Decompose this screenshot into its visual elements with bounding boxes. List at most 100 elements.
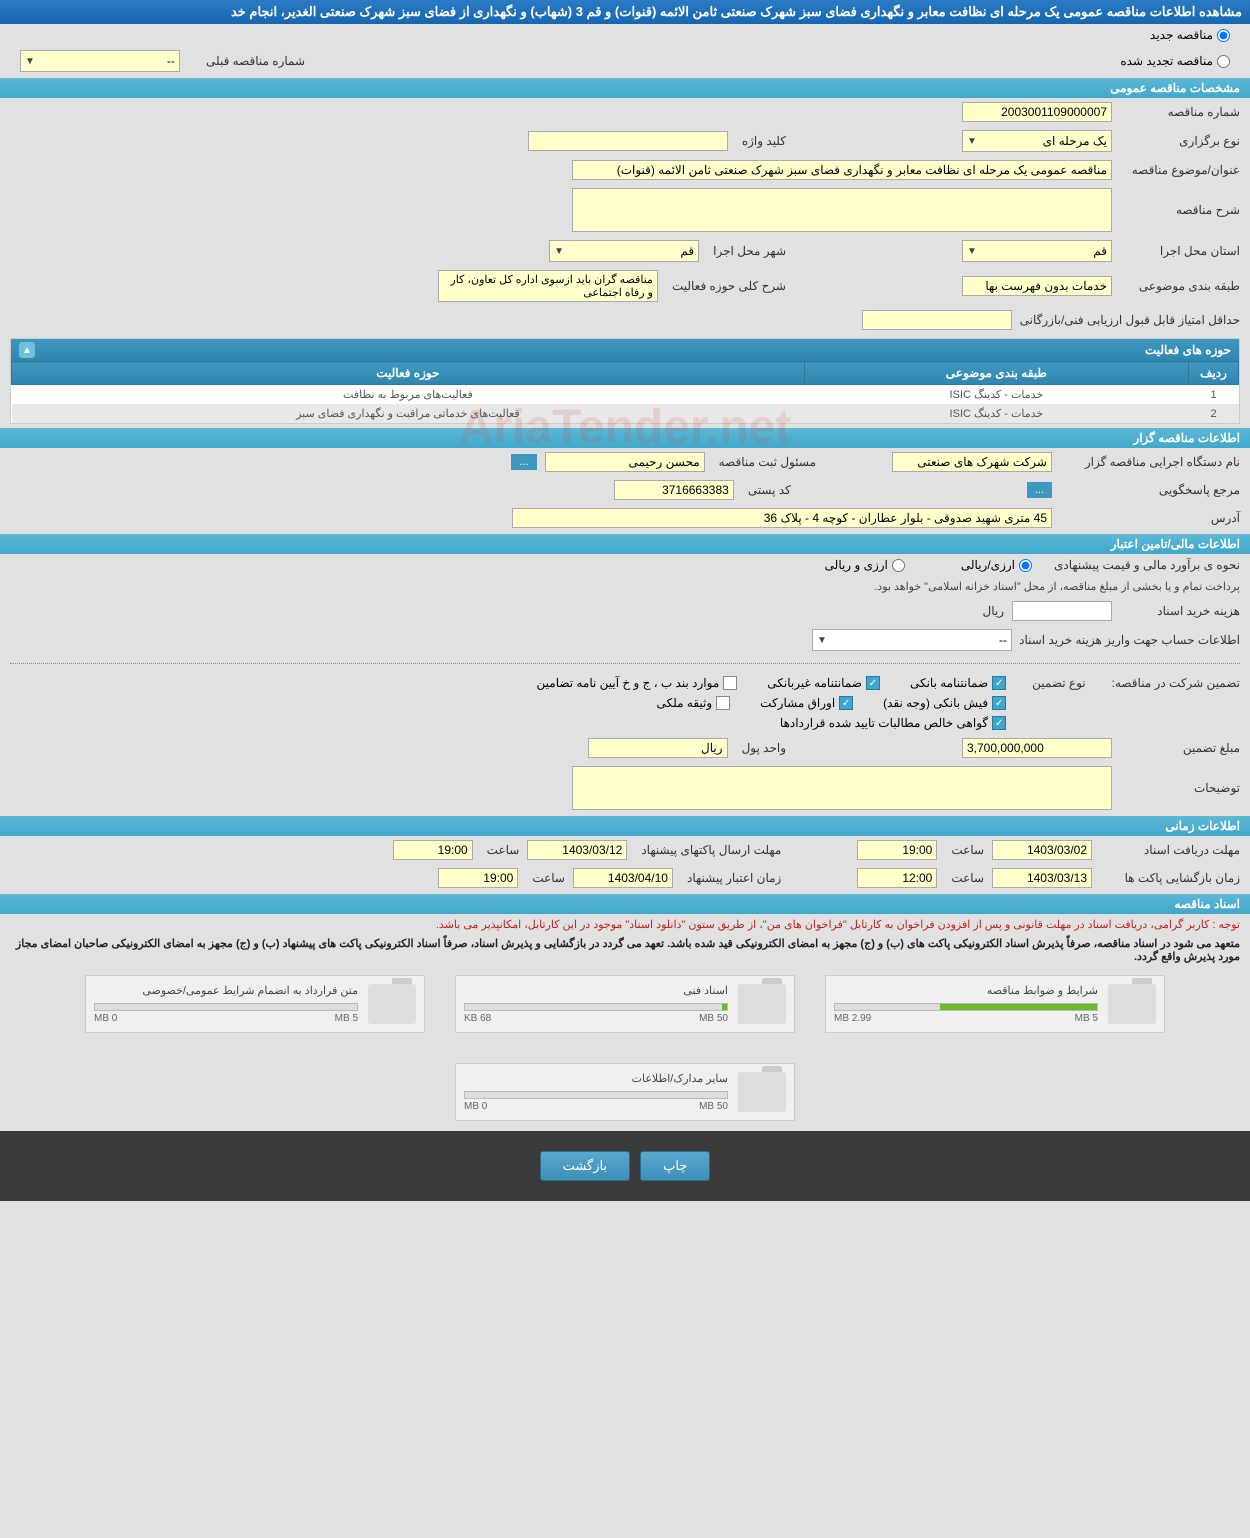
prev-tender-select[interactable]: -- ▼ xyxy=(20,50,180,72)
radio-new-tender[interactable]: مناقصه جدید xyxy=(1150,28,1230,42)
cb-bank-guarantee[interactable]: ✓ضمانتنامه بانکی xyxy=(910,676,1006,690)
file-used: 2.99 MB xyxy=(834,1013,871,1024)
type-select[interactable]: یک مرحله ای ▼ xyxy=(962,130,1112,152)
currency-unit-field: ریال xyxy=(588,738,728,758)
file-box[interactable]: سایر مدارک/اطلاعات 50 MB0 MB xyxy=(455,1063,795,1121)
cb-label: فیش بانکی (وجه نقد) xyxy=(883,696,988,710)
city-select[interactable]: قم ▼ xyxy=(549,240,699,262)
contact-lookup-button[interactable]: ... xyxy=(1027,482,1052,498)
folder-icon xyxy=(738,984,786,1024)
city-value: قم xyxy=(680,244,694,258)
file-grid: شرایط و ضوابط مناقصه 5 MB 2.99 MB اسناد ف… xyxy=(0,965,1250,1131)
back-button[interactable]: بازگشت xyxy=(540,1151,630,1181)
checkbox-icon xyxy=(723,676,737,690)
folder-icon xyxy=(368,984,416,1024)
postcode-field: 3716663383 xyxy=(614,480,734,500)
time-label: ساعت xyxy=(481,843,520,857)
print-button[interactable]: چاپ xyxy=(640,1151,710,1181)
province-value: قم xyxy=(1093,244,1107,258)
open-date[interactable]: 1403/03/13 xyxy=(992,868,1092,888)
radio-renew-input[interactable] xyxy=(1217,55,1230,68)
table-row: 2 خدمات - کدینگ ISIC فعالیت‌های خدماتی م… xyxy=(12,404,1239,423)
file-title: اسناد فنی xyxy=(464,984,728,997)
open-time[interactable]: 12:00 xyxy=(857,868,937,888)
province-select[interactable]: قم ▼ xyxy=(962,240,1112,262)
radio-new-input[interactable] xyxy=(1217,29,1230,42)
cb-nonbank-guarantee[interactable]: ✓ ضمانتنامه غیربانکی xyxy=(767,676,880,690)
cb-bonds[interactable]: ✓ اوراق مشارکت xyxy=(760,696,853,710)
check-icon: ✓ xyxy=(839,696,853,710)
collapse-icon[interactable]: ▲ xyxy=(19,342,35,358)
deadline-submit-date[interactable]: 1403/03/12 xyxy=(527,840,627,860)
radio-rial[interactable]: ارزی/ریالی xyxy=(961,558,1032,572)
validity-time[interactable]: 19:00 xyxy=(438,868,518,888)
cb-label: وثیقه ملکی xyxy=(657,696,713,710)
footer-buttons: چاپ بازگشت xyxy=(0,1131,1250,1201)
radio-rial-label: ارزی/ریالی xyxy=(961,558,1015,572)
radio-foreign-input[interactable] xyxy=(892,559,905,572)
progress-bar xyxy=(464,1003,728,1011)
cb-label: ضمانتنامه غیربانکی xyxy=(767,676,862,690)
radio-foreign[interactable]: ارزی و ریالی xyxy=(825,558,905,572)
folder-icon xyxy=(738,1072,786,1112)
progress-fill xyxy=(940,1004,1097,1010)
file-box[interactable]: شرایط و ضوابط مناقصه 5 MB 2.99 MB xyxy=(825,975,1165,1033)
file-box[interactable]: متن قرارداد به انضمام شرایط عمومی/خصوصی … xyxy=(85,975,425,1033)
cb-label: گواهی خالص مطالبات تایید شده قراردادها xyxy=(780,716,988,730)
file-box[interactable]: اسناد فنی 50 MB68 KB xyxy=(455,975,795,1033)
cb-property[interactable]: وثیقه ملکی xyxy=(657,696,731,710)
doc-fee-unit: ریال xyxy=(976,604,1004,618)
subject-field[interactable]: مناقصه عمومی یک مرحله ای نظافت معابر و ن… xyxy=(572,160,1112,180)
scope-field: مناقصه گران باید ازسوی اداره کل تعاون، ک… xyxy=(438,270,658,302)
registrar-lookup-button[interactable]: ... xyxy=(511,454,536,470)
deadline-submit-label: مهلت ارسال پاکتهای پیشنهاد xyxy=(635,843,781,857)
file-used: 68 KB xyxy=(464,1013,491,1024)
col-category: طبقه بندی موضوعی xyxy=(804,362,1188,385)
doc-fee-field[interactable] xyxy=(1012,601,1112,621)
cell: فعالیت‌های خدماتی مراقبت و نگهداری فضای … xyxy=(12,404,805,423)
chevron-down-icon: ▼ xyxy=(967,246,977,257)
desc-field[interactable] xyxy=(572,188,1112,232)
validity-label: زمان اعتبار پیشنهاد xyxy=(681,871,781,885)
notes-field[interactable] xyxy=(572,766,1112,810)
check-icon: ✓ xyxy=(866,676,880,690)
validity-date[interactable]: 1403/04/10 xyxy=(573,868,673,888)
keyword-field[interactable] xyxy=(528,131,728,151)
cb-receivables[interactable]: ✓گواهی خالص مطالبات تایید شده قراردادها xyxy=(780,716,1006,730)
radio-rial-input[interactable] xyxy=(1019,559,1032,572)
cb-regulation[interactable]: موارد بند ب ، ج و خ آیین نامه تضامین xyxy=(537,676,738,690)
cb-label: اوراق مشارکت xyxy=(760,696,835,710)
cb-cash[interactable]: ✓فیش بانکی (وجه نقد) xyxy=(883,696,1006,710)
deadline-receive-date[interactable]: 1403/03/02 xyxy=(992,840,1092,860)
cell: خدمات - کدینگ ISIC xyxy=(804,385,1188,405)
deadline-receive-label: مهلت دریافت اسناد xyxy=(1100,843,1240,857)
issuer-name-label: نام دستگاه اجرایی مناقصه گزار xyxy=(1060,455,1240,469)
radio-renew-tender[interactable]: مناقصه تجدید شده xyxy=(1120,54,1230,68)
guarantee-amount-field: 3,700,000,000 xyxy=(962,738,1112,758)
guarantee-label: تضمین شرکت در مناقصه: xyxy=(1106,676,1240,690)
deadline-receive-time[interactable]: 19:00 xyxy=(857,840,937,860)
file-title: متن قرارداد به انضمام شرایط عمومی/خصوصی xyxy=(94,984,358,997)
folder-icon xyxy=(1108,984,1156,1024)
guarantee-amount-label: مبلغ تضمین xyxy=(1120,741,1240,755)
file-title: شرایط و ضوابط مناقصه xyxy=(834,984,1098,997)
time-label: ساعت xyxy=(945,871,984,885)
section-issuer-header: اطلاعات مناقصه گزار xyxy=(0,428,1250,448)
contact-label: مرجع پاسخگویی xyxy=(1060,483,1240,497)
keyword-label: کلید واژه xyxy=(736,134,786,148)
section-docs-header: اسناد مناقصه xyxy=(0,894,1250,914)
category-label: طبقه بندی موضوعی xyxy=(1120,279,1240,293)
type-value: یک مرحله ای xyxy=(1043,134,1107,148)
cb-label: ضمانتنامه بانکی xyxy=(910,676,988,690)
activity-table: ردیف طبقه بندی موضوعی حوزه فعالیت 1 خدما… xyxy=(11,361,1239,423)
deadline-submit-time[interactable]: 19:00 xyxy=(393,840,473,860)
radio-foreign-label: ارزی و ریالی xyxy=(825,558,888,572)
address-field: 45 متری شهید صدوقی - بلوار عطاران - کوچه… xyxy=(512,508,1052,528)
min-score-field[interactable] xyxy=(862,310,1012,330)
chevron-down-icon: ▼ xyxy=(25,56,35,67)
file-total: 5 MB xyxy=(1075,1013,1098,1024)
chevron-down-icon: ▼ xyxy=(967,136,977,147)
desc-label: شرح مناقصه xyxy=(1120,203,1240,217)
account-info-select[interactable]: -- ▼ xyxy=(812,629,1012,651)
section-general-header: مشخصات مناقصه عمومی xyxy=(0,78,1250,98)
